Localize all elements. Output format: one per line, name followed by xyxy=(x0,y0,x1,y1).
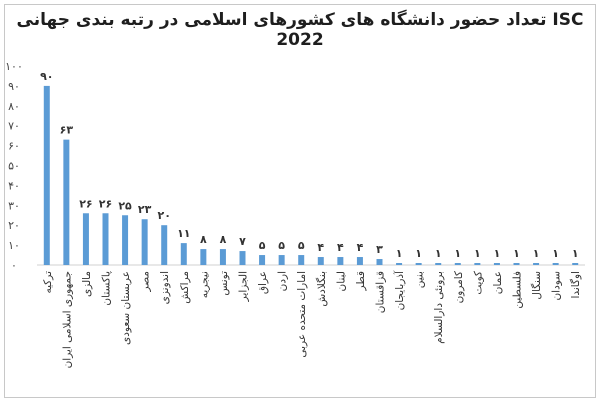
data-label: ۱۱ xyxy=(177,227,190,240)
x-tick-label: ترکیه xyxy=(42,271,54,294)
x-tick-label: فلسطین xyxy=(512,271,524,309)
x-tick-label: امارات متحده عربی xyxy=(296,271,308,358)
bar xyxy=(180,243,187,265)
data-label: ۱ xyxy=(552,247,559,260)
x-tick-label: الجزایر xyxy=(238,271,250,302)
data-label: ۲۵ xyxy=(118,199,132,212)
bar xyxy=(161,225,168,265)
bar xyxy=(572,263,579,265)
bar xyxy=(356,257,363,265)
y-tick-label: ۷۰ xyxy=(8,120,20,133)
bar xyxy=(493,263,500,265)
y-tick-label: ۴۰ xyxy=(8,179,20,192)
x-tick-label: کامرون xyxy=(453,271,465,303)
data-label: ۵ xyxy=(298,239,305,252)
x-tick-label: عربستان سعودی xyxy=(120,271,132,345)
bar xyxy=(43,85,50,266)
y-tick-label: ۶۰ xyxy=(8,140,20,153)
x-tick-label: سنگال xyxy=(530,271,543,300)
bar xyxy=(239,251,246,265)
bar xyxy=(141,219,148,265)
bar xyxy=(82,213,89,265)
y-tick-label: ۱۰ xyxy=(8,239,20,252)
x-tick-label: پاکستان xyxy=(101,271,113,306)
bar xyxy=(317,257,324,265)
x-tick-label: مالزی xyxy=(81,271,93,297)
bar xyxy=(435,263,442,265)
data-label: ۶۳ xyxy=(60,124,74,137)
bar xyxy=(63,139,70,265)
data-label: ۱ xyxy=(474,247,481,260)
x-tick-label: مصر xyxy=(140,271,152,293)
y-tick-label: ۵۰ xyxy=(8,160,20,173)
chart-frame xyxy=(4,4,596,398)
chart-title: تعداد حضور دانشگاه های کشورهای اسلامی در… xyxy=(16,10,584,50)
bar xyxy=(200,249,207,265)
data-label: ۸ xyxy=(200,233,207,246)
data-label: ۱ xyxy=(533,247,540,260)
x-tick-label: لبنان xyxy=(335,271,347,291)
bar xyxy=(259,255,266,265)
bar xyxy=(415,263,422,265)
x-tick-label: نیجریه xyxy=(198,271,210,298)
data-label: ۲۳ xyxy=(138,203,152,216)
bar xyxy=(513,263,520,265)
data-label: ۱ xyxy=(494,247,501,260)
bar xyxy=(376,259,383,265)
data-label: ۵ xyxy=(278,239,285,252)
data-label: ۳ xyxy=(376,243,383,256)
x-tick-label: قزاقستان xyxy=(375,271,387,313)
data-label: ۱ xyxy=(513,247,520,260)
y-tick-label: ۳۰ xyxy=(8,199,20,212)
x-tick-label: اوگاندا xyxy=(569,271,582,299)
bar xyxy=(278,255,285,265)
y-tick-label: ۱۰۰ xyxy=(5,60,23,73)
bar xyxy=(474,263,481,265)
data-label: ۵ xyxy=(259,239,266,252)
data-label: ۴ xyxy=(337,241,344,254)
y-tick-label: ۸۰ xyxy=(8,100,20,113)
x-tick-label: مراکش xyxy=(179,271,191,304)
data-label: ۱ xyxy=(454,247,461,260)
bar xyxy=(337,257,344,265)
x-tick-label: بنگلادش xyxy=(315,271,328,307)
data-label: ۱ xyxy=(572,247,579,260)
data-label: ۲۰ xyxy=(157,209,170,222)
x-tick-label: سودان xyxy=(551,271,563,301)
x-tick-label: جمهوری اسلامی ایران xyxy=(61,271,73,368)
x-tick-label: کویت xyxy=(472,271,484,295)
data-label: ۱ xyxy=(415,247,422,260)
y-tick-label: ۹۰ xyxy=(8,80,20,93)
data-label: ۴ xyxy=(357,241,364,254)
bar xyxy=(102,213,109,265)
bar xyxy=(396,263,403,265)
data-label: ۱ xyxy=(435,247,442,260)
y-tick-label: ۲۰ xyxy=(8,219,20,232)
x-tick-label: بنین xyxy=(414,271,426,288)
x-tick-label: آذربایجان xyxy=(393,270,406,310)
data-label: ۸ xyxy=(220,233,227,246)
x-tick-label: عراق xyxy=(257,271,269,294)
x-tick-label: اندونزی xyxy=(159,271,171,304)
data-label: ۲۶ xyxy=(99,197,112,210)
x-tick-label: قطر xyxy=(355,271,367,291)
data-label: ۹۰ xyxy=(40,70,53,83)
data-label: ۷ xyxy=(239,235,246,248)
x-tick-label: تونس xyxy=(218,271,230,296)
bar xyxy=(298,255,305,265)
y-tick-label: ۰ xyxy=(11,259,17,272)
bar xyxy=(533,263,540,265)
data-label: ۴ xyxy=(317,241,324,254)
data-label: ۱ xyxy=(396,247,403,260)
x-tick-label: برونئی دارالسلام xyxy=(433,271,445,344)
bar xyxy=(454,263,461,265)
x-tick-label: اردن xyxy=(277,271,289,291)
x-tick-label: عمان xyxy=(492,271,504,294)
bar xyxy=(122,215,129,265)
bar xyxy=(219,249,226,265)
data-label: ۲۶ xyxy=(79,197,92,210)
bar xyxy=(552,263,559,265)
